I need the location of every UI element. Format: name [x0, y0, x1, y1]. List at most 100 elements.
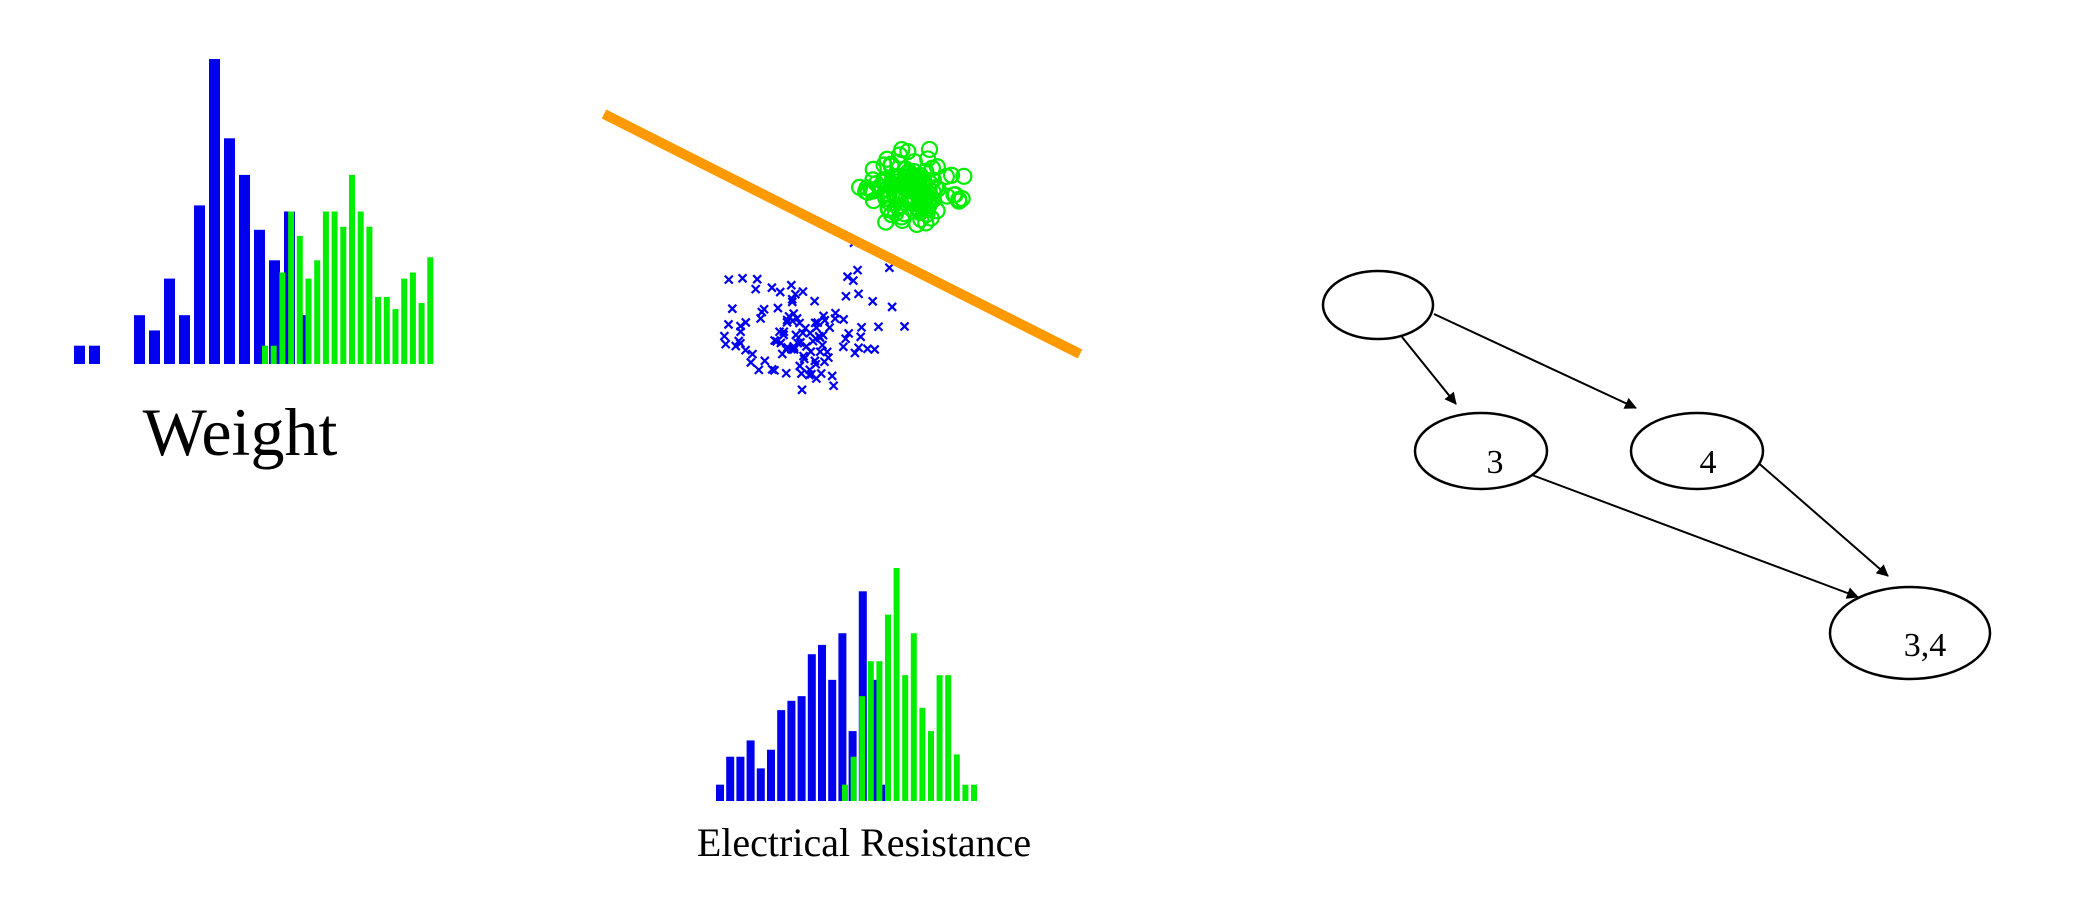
- weight-class-a-bar: [164, 278, 175, 364]
- scatter-point-o: [858, 179, 876, 197]
- edge-root-n3: [1401, 336, 1457, 405]
- decision-boundary-line: [601, 109, 1083, 359]
- scatter-point-x: [754, 365, 764, 375]
- scatter-point-o: [883, 175, 901, 193]
- scatter-point-x: [815, 347, 825, 357]
- node-3: [1413, 411, 1549, 491]
- resistance-class-b-bar: [885, 614, 891, 801]
- weight-class-b-bar: [279, 272, 286, 364]
- scatter-point-x: [791, 330, 801, 340]
- scatter-point-x: [757, 307, 767, 317]
- weight-class-a-bar: [224, 138, 235, 364]
- scatter-point-o: [895, 172, 913, 190]
- weight-class-b-bar: [270, 345, 277, 364]
- resistance-class-b-bar: [842, 784, 848, 801]
- scatter-point-x: [824, 322, 835, 333]
- weight-class-b-bar: [401, 278, 408, 364]
- weight-class-b-bar: [366, 226, 373, 364]
- weight-class-b-bar: [427, 257, 434, 364]
- resistance-class-b-bar: [850, 756, 857, 801]
- resistance-class-b-bar: [919, 707, 926, 801]
- resistance-class-a-bar: [818, 644, 826, 801]
- edge-root-n4: [1433, 313, 1637, 409]
- resistance-class-b-bar: [876, 661, 883, 801]
- scatter-point-x: [798, 351, 809, 361]
- weight-class-a-bar: [74, 345, 85, 364]
- scatter-point-x: [818, 330, 828, 340]
- scatter-point-x: [737, 273, 748, 284]
- scatter-point-x: [830, 313, 840, 324]
- weight-class-b-bar: [262, 345, 268, 364]
- scatter-point-x: [799, 354, 810, 364]
- scatter-point-o: [877, 189, 895, 207]
- scatter-point-o: [929, 180, 947, 198]
- scatter-point-x: [784, 311, 794, 322]
- scatter-point-x: [862, 344, 873, 354]
- scatter-point-x: [787, 297, 798, 307]
- scatter-point-x: [823, 352, 834, 363]
- scatter-point-x: [746, 357, 756, 368]
- scatter-point-x: [752, 274, 762, 284]
- resistance-class-a-bar: [777, 710, 786, 801]
- scatter-point-x: [767, 364, 777, 375]
- scatter-point-o: [893, 208, 911, 226]
- scatter-point-x: [843, 328, 854, 339]
- scatter-point-x: [827, 371, 837, 381]
- scatter-point-x: [809, 296, 820, 306]
- scatter-point-x: [795, 361, 805, 371]
- weight-class-a-bar: [89, 345, 100, 364]
- scatter-point-o: [900, 162, 918, 181]
- resistance-class-b-bar: [928, 731, 934, 801]
- scatter-point-x: [724, 274, 734, 285]
- weight-class-b-bar: [409, 272, 416, 364]
- scatter-point-x: [781, 368, 792, 379]
- scatter-point-o: [942, 166, 961, 184]
- weight-class-a-bar: [194, 205, 205, 364]
- scatter-point-x: [750, 284, 761, 294]
- weight-class-b-bar: [288, 211, 295, 364]
- scatter-point-x: [800, 323, 811, 334]
- scatter-point-x: [798, 328, 808, 338]
- scatter-point-x: [855, 332, 866, 342]
- scatter-point-x: [786, 280, 797, 290]
- scatter-point-x: [792, 313, 802, 324]
- scatter-point-x: [838, 342, 849, 352]
- scatter-point-x: [816, 368, 826, 379]
- resistance-class-a-bar: [756, 768, 765, 801]
- scatter-point-x: [842, 271, 853, 282]
- weight-class-b-bar: [383, 296, 390, 364]
- node-root: [1321, 269, 1435, 341]
- weight-class-b-bar: [296, 235, 303, 364]
- resistance-class-b-bar: [902, 675, 909, 801]
- scatter-point-x: [735, 326, 746, 337]
- scatter-point-x: [801, 341, 812, 352]
- resistance-histogram: [716, 568, 977, 801]
- scatter-point-x: [720, 339, 731, 349]
- scatter-point-o: [923, 159, 941, 177]
- scatter-point-x: [820, 315, 830, 326]
- weight-class-b-bar: [314, 260, 321, 364]
- weight-class-b-bar: [418, 303, 425, 364]
- resistance-class-b-bar: [971, 784, 977, 801]
- scatter-point-x: [788, 341, 799, 352]
- scatter-plot: [601, 109, 1083, 395]
- resistance-class-b-bar: [893, 568, 900, 801]
- scatter-point-o: [882, 156, 900, 175]
- scatter-class-b: [850, 140, 973, 234]
- resistance-class-a-bar: [767, 749, 775, 801]
- scatter-point-x: [727, 303, 738, 314]
- resistance-class-b-bar: [867, 661, 874, 801]
- scatter-point-x: [787, 294, 798, 304]
- resistance-label: Electrical Resistance: [697, 820, 1031, 865]
- weight-class-a-bar: [269, 260, 280, 364]
- node-3-4-label: 3,4: [1904, 627, 1947, 664]
- resistance-class-b-bar: [962, 784, 969, 801]
- scatter-point-x: [789, 344, 799, 355]
- weight-class-a-bar: [179, 315, 190, 364]
- resistance-class-b-bar: [936, 675, 943, 801]
- scatter-point-x: [775, 287, 785, 297]
- scatter-point-x: [740, 345, 751, 355]
- weight-class-b-bar: [392, 309, 399, 364]
- weight-class-a-bar: [149, 330, 160, 364]
